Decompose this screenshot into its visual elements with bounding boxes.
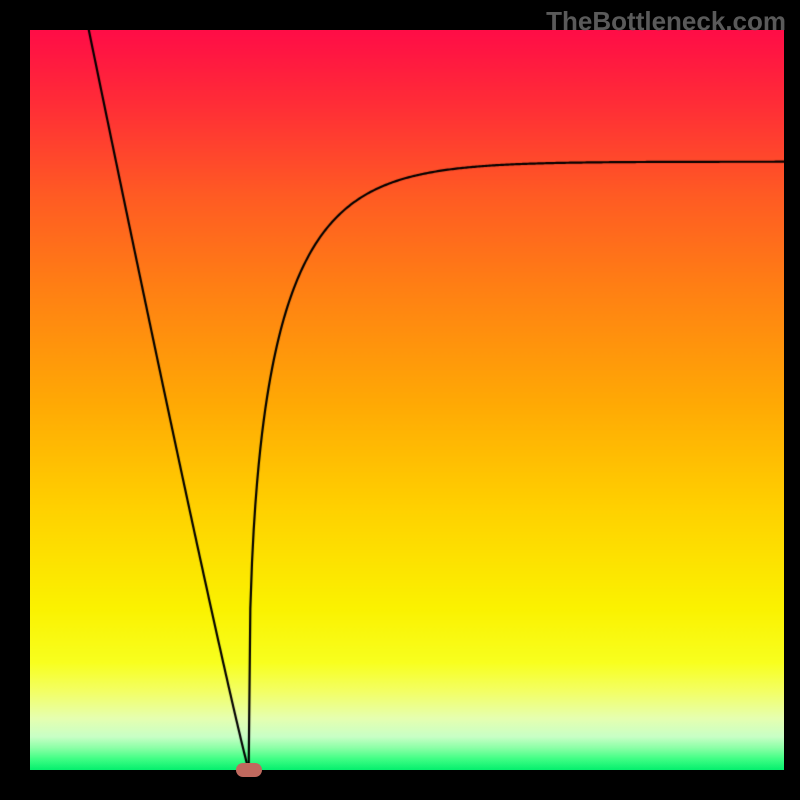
figure-root: TheBottleneck.com	[0, 0, 800, 800]
watermark-text: TheBottleneck.com	[546, 6, 786, 37]
bottleneck-chart	[30, 30, 784, 770]
minimum-marker	[236, 763, 262, 777]
